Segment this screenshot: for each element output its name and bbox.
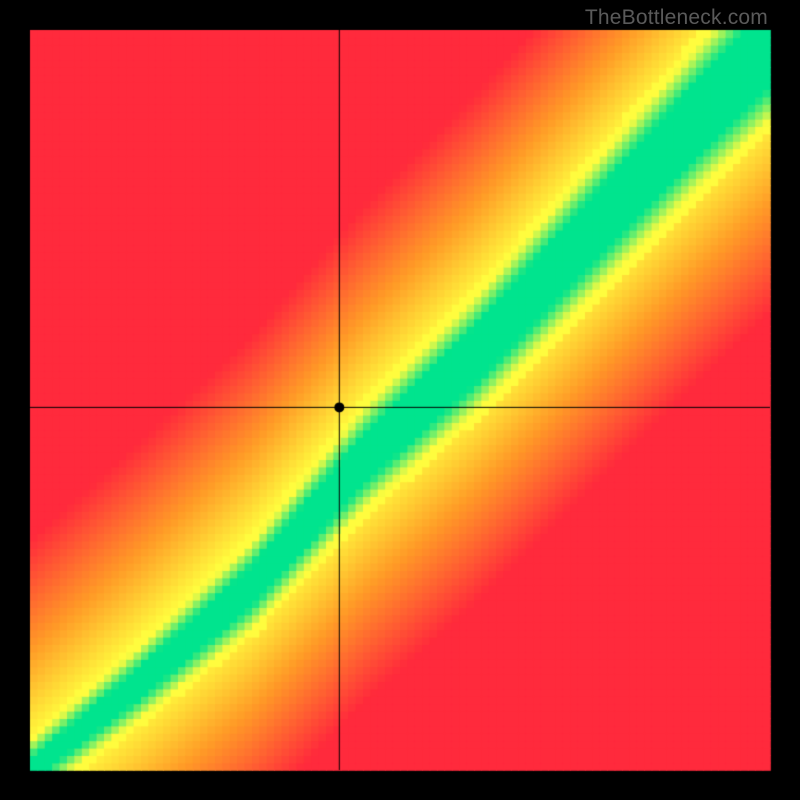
heatmap-canvas bbox=[0, 0, 800, 800]
watermark-text: TheBottleneck.com bbox=[585, 6, 768, 30]
bottleneck-heatmap-container: TheBottleneck.com bbox=[0, 0, 800, 800]
